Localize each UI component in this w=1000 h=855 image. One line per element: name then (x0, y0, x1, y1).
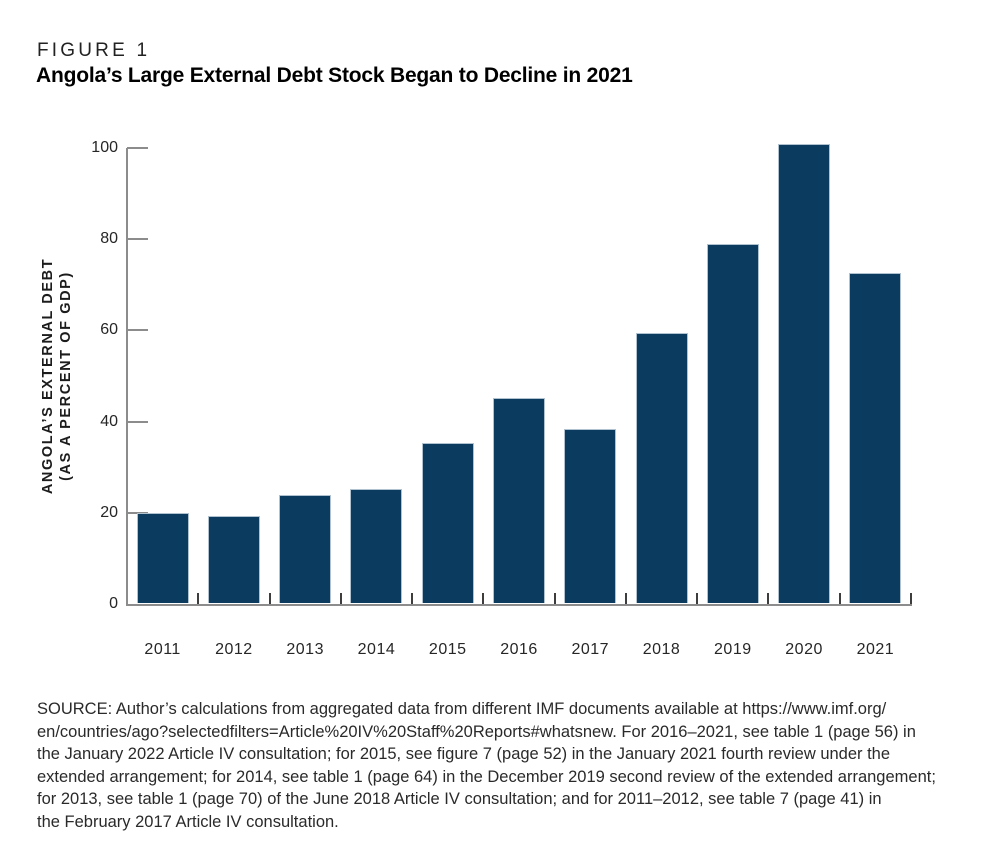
y-tick-40 (127, 420, 148, 423)
bar-2012 (207, 515, 260, 603)
x-label-2011: 2011 (144, 641, 181, 658)
bar-2017 (564, 428, 617, 603)
bar-2014 (350, 489, 403, 603)
y-axis-title-line2: (AS A PERCENT OF GDP) (58, 271, 74, 481)
x-tick-1 (197, 593, 200, 604)
figure-label: FIGURE 1 (37, 40, 151, 61)
bar-chart: ANGOLA’S EXTERNAL DEBT (AS A PERCENT OF … (39, 139, 912, 658)
x-label-2015: 2015 (428, 641, 467, 658)
y-tick-label-40: 40 (100, 412, 118, 430)
figure-title: Angola’s Large External Debt Stock Began… (36, 64, 633, 87)
y-tick-label-80: 80 (100, 230, 118, 248)
x-tick-6 (553, 593, 556, 604)
y-tick-80 (127, 238, 148, 241)
source-line-1: SOURCE: Author’s calculations from aggre… (37, 700, 887, 718)
x-axis-line (126, 604, 912, 606)
bar-2011 (136, 512, 189, 603)
y-tick-60 (127, 329, 148, 332)
x-label-2018: 2018 (642, 641, 681, 658)
bar-2020 (778, 143, 831, 603)
y-tick-label-60: 60 (100, 321, 118, 339)
y-tick-100 (127, 147, 148, 149)
source-line-4: extended arrangement; for 2014, see tabl… (37, 767, 936, 786)
x-tick-3 (339, 593, 342, 604)
x-label-2012: 2012 (215, 641, 253, 658)
x-label-2021: 2021 (856, 641, 895, 658)
bar-2013 (279, 494, 332, 603)
x-tick-2 (268, 593, 271, 604)
x-tick-9 (767, 593, 770, 604)
source-line-5: for 2013, see table 1 (page 70) of the J… (37, 790, 882, 808)
x-tick-5 (482, 593, 485, 604)
x-label-2017: 2017 (571, 641, 610, 658)
y-tick-label-100: 100 (91, 139, 118, 156)
source-line-3: the January 2022 Article IV consultation… (37, 745, 891, 763)
bar-2021 (849, 272, 902, 603)
x-label-2014: 2014 (357, 641, 396, 658)
x-label-2020: 2020 (785, 641, 823, 658)
x-tick-11 (910, 593, 912, 604)
y-axis-title-line1: ANGOLA’S EXTERNAL DEBT (40, 257, 56, 495)
bar-2018 (635, 333, 688, 603)
x-tick-4 (411, 593, 414, 604)
bar-2015 (421, 443, 474, 603)
x-label-2016: 2016 (500, 641, 538, 658)
y-axis-title: ANGOLA’S EXTERNAL DEBT (AS A PERCENT OF … (39, 258, 75, 494)
y-tick-label-20: 20 (100, 503, 118, 521)
y-tick-label-0: 0 (109, 595, 118, 612)
source-line-2: en/countries/ago?selectedfilters=Article… (37, 722, 916, 741)
y-axis-line (126, 148, 128, 605)
x-tick-10 (838, 593, 841, 604)
source-note: SOURCE: Author’s calculations from aggre… (37, 698, 982, 833)
bar-2019 (706, 244, 759, 603)
x-tick-8 (696, 593, 699, 604)
bar-2016 (493, 397, 545, 603)
x-tick-7 (624, 593, 627, 604)
source-line-6: the February 2017 Article IV consultatio… (37, 812, 339, 831)
x-label-2013: 2013 (286, 641, 324, 658)
x-label-2019: 2019 (714, 641, 752, 658)
